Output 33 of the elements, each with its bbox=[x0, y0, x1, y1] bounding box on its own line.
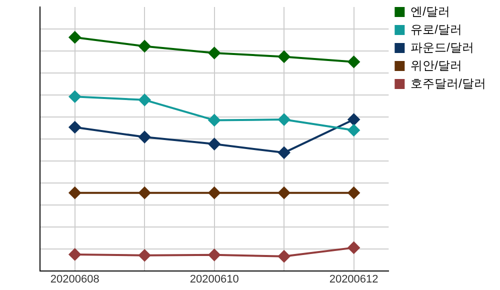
point bbox=[348, 56, 360, 68]
point bbox=[208, 138, 220, 150]
point bbox=[208, 46, 220, 59]
point bbox=[278, 250, 290, 262]
point bbox=[138, 131, 151, 144]
point bbox=[208, 186, 220, 199]
point bbox=[348, 114, 360, 126]
point bbox=[348, 242, 360, 254]
legend-label: 파운드/달러 bbox=[410, 40, 474, 54]
x-tick-label: 20200610 bbox=[190, 273, 239, 286]
point bbox=[278, 146, 290, 159]
point bbox=[68, 186, 81, 199]
x-tick-label: 20200612 bbox=[329, 273, 378, 286]
point bbox=[68, 248, 81, 260]
point bbox=[208, 114, 220, 126]
point bbox=[348, 186, 360, 199]
point bbox=[68, 90, 81, 103]
point bbox=[278, 50, 290, 63]
legend-label: 위안/달러 bbox=[410, 58, 462, 72]
point bbox=[138, 249, 151, 262]
legend-label: 유로/달러 bbox=[410, 22, 462, 36]
point bbox=[68, 31, 81, 44]
point bbox=[138, 186, 151, 199]
point bbox=[348, 124, 360, 136]
legend-label: 호주달러/달러 bbox=[410, 76, 486, 90]
point bbox=[278, 186, 290, 199]
x-tick-label: 20200608 bbox=[50, 273, 100, 286]
point bbox=[278, 114, 290, 126]
point bbox=[208, 248, 220, 261]
point bbox=[68, 121, 81, 134]
point bbox=[138, 40, 151, 52]
legend-label: 엔/달러 bbox=[410, 4, 450, 18]
point bbox=[138, 94, 151, 106]
